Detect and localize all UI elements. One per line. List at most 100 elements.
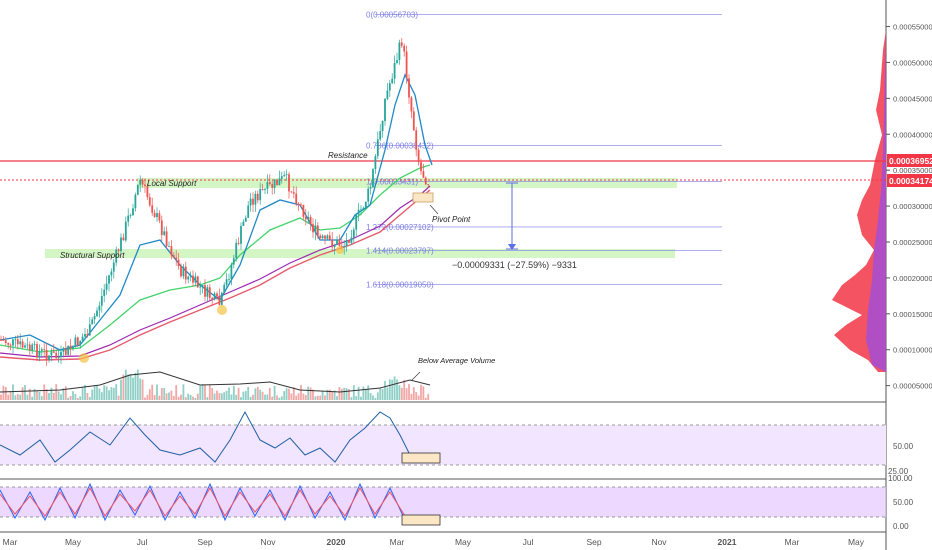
candle-body: [261, 188, 264, 190]
volume-bar: [268, 387, 271, 400]
candle-body: [417, 149, 420, 163]
candle-body: [316, 225, 319, 236]
candle-body: [350, 237, 353, 243]
candle-body: [256, 193, 259, 201]
candle-body: [348, 240, 350, 243]
candle-body: [187, 276, 190, 280]
candle-body: [88, 324, 91, 336]
volume-bar: [52, 392, 55, 400]
volume-bar: [302, 393, 305, 400]
volume-bar: [230, 394, 233, 400]
volume-bar: [192, 396, 194, 400]
volume-bar: [26, 394, 29, 400]
candle-body: [398, 42, 401, 61]
stoch-tick-100: 100.00: [888, 474, 913, 483]
volume-bar: [420, 384, 422, 400]
price-axis[interactable]: 0.00005000 0.00010000 0.00015000 0.00020000…: [886, 23, 932, 391]
volume-bar: [422, 386, 425, 400]
volume-bar: [256, 386, 259, 400]
volume-bar: [280, 396, 283, 400]
volume-bar: [244, 391, 247, 400]
volume-bar: [403, 380, 406, 400]
candle-body: [74, 337, 77, 346]
volume-bar: [112, 387, 115, 400]
candle-body: [220, 292, 223, 305]
fib-label: 1(0.00033431): [366, 177, 418, 186]
time-axis[interactable]: Mar May Jul Sep Nov 2020 Mar May Jul Sep Nov 2021 Ma…: [3, 537, 865, 547]
candle-body: [141, 179, 144, 185]
volume-bar: [259, 389, 262, 400]
candle-body: [129, 215, 132, 216]
candle-body: [333, 244, 336, 248]
candle-body: [249, 198, 252, 206]
candle-body: [412, 111, 415, 131]
volume-bar: [398, 385, 401, 400]
volume-bar: [427, 393, 430, 400]
stoch-band: [0, 487, 886, 517]
time-tick-label: Jul: [137, 537, 148, 547]
candle-body: [139, 179, 142, 185]
candle-body: [422, 171, 425, 178]
candle-body: [180, 266, 182, 277]
candle-body: [300, 204, 302, 206]
candle-body: [67, 345, 70, 355]
ma-blue: [0, 73, 433, 351]
volume-bar: [309, 387, 312, 400]
candle-body: [50, 351, 53, 356]
volume-bar: [14, 395, 17, 400]
volume-bar: [300, 385, 302, 400]
candle-body: [136, 184, 139, 195]
candle-body: [175, 257, 178, 260]
price-label-resistance-bg: [887, 154, 932, 167]
candle-body: [252, 198, 254, 205]
candle-body: [420, 162, 422, 172]
time-tick-label: Jul: [523, 537, 534, 547]
volume-bar: [62, 388, 65, 400]
volume-bar: [249, 396, 252, 400]
volume-bar: [386, 387, 389, 400]
candle-body: [153, 212, 156, 218]
volume-bar: [144, 397, 146, 400]
time-tick-label: Mar: [3, 537, 18, 547]
volume-bar: [40, 396, 43, 400]
candle-body: [302, 204, 305, 217]
candle-body: [201, 285, 204, 287]
price-tick-label: 0.00050000: [893, 58, 932, 67]
candle-body: [19, 341, 22, 345]
volume-bar: [254, 388, 257, 400]
candle-body: [72, 345, 74, 349]
candle-body: [374, 156, 377, 170]
volume-bar: [74, 393, 77, 400]
candle-body: [12, 339, 14, 346]
volume-bar: [333, 390, 336, 400]
candle-body: [362, 207, 365, 210]
local-support-zone: [137, 178, 677, 188]
price-tick-label: 0.00015000: [893, 310, 932, 319]
candle-body: [55, 352, 58, 359]
pivot-circle-jan: [336, 246, 344, 254]
candle-body: [168, 246, 170, 247]
volume-bar: [19, 394, 22, 400]
volume-bar: [141, 379, 144, 400]
volume-bar: [213, 393, 216, 400]
candle-body: [156, 213, 158, 218]
candle-body: [264, 188, 266, 190]
volume-bar: [276, 395, 278, 400]
candle-body: [415, 130, 418, 150]
volume-bar: [33, 388, 36, 400]
annotation-local-support: Local Support: [147, 179, 197, 188]
time-tick-label: 2020: [327, 537, 346, 547]
candle-body: [259, 188, 262, 201]
volume-bar: [297, 393, 300, 400]
candle-body: [163, 231, 166, 235]
candle-body: [228, 278, 230, 280]
volume-bar: [21, 387, 24, 400]
volume-bar: [64, 386, 67, 400]
volume-bar: [158, 395, 161, 400]
candle-body: [307, 216, 310, 220]
volume-pointer: [411, 371, 421, 381]
time-tick-label: Sep: [586, 537, 601, 547]
volume-bar: [343, 387, 346, 400]
volume-bar: [12, 384, 14, 400]
